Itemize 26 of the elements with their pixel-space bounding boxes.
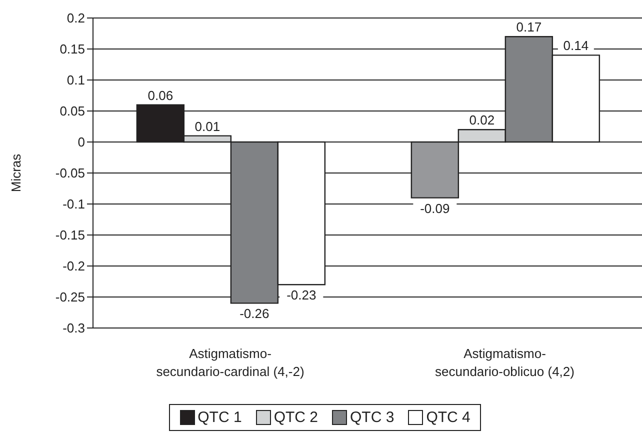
data-label: -0.23 — [286, 288, 316, 303]
y-tick-label: 0.1 — [66, 72, 85, 88]
data-label: -0.26 — [240, 306, 270, 322]
data-label: 0.01 — [194, 118, 220, 134]
y-tick-label: -0.2 — [62, 258, 85, 274]
y-tick-label: -0.3 — [62, 320, 85, 336]
y-tick-label: -0.25 — [55, 290, 85, 305]
y-axis-title: Micras — [8, 153, 24, 192]
y-tick-label: 0.15 — [60, 42, 85, 57]
x-tick-label: Astigmatismo-secundario-oblicuo (4,2) — [435, 346, 574, 379]
legend-label: QTC 4 — [425, 409, 470, 426]
legend-label: QTC 3 — [349, 409, 394, 426]
data-label: 0.17 — [516, 20, 542, 35]
legend-label: QTC 2 — [272, 409, 318, 426]
data-label: -0.09 — [420, 200, 450, 216]
y-tick-label: 0 — [78, 134, 85, 150]
legend-label: QTC 1 — [196, 409, 242, 426]
y-tick-label: 0.05 — [60, 104, 85, 119]
data-label: 0.14 — [563, 38, 589, 54]
x-tick-label: Astigmatismo-secundario-cardinal (4,-2) — [156, 346, 304, 379]
y-tick-label: -0.1 — [62, 196, 85, 212]
data-label: 0.02 — [469, 112, 495, 128]
y-tick-label: 0.2 — [66, 10, 85, 26]
y-tick-label: -0.15 — [55, 228, 85, 243]
y-tick-label: -0.05 — [55, 166, 85, 181]
data-label: 0.06 — [148, 88, 174, 103]
